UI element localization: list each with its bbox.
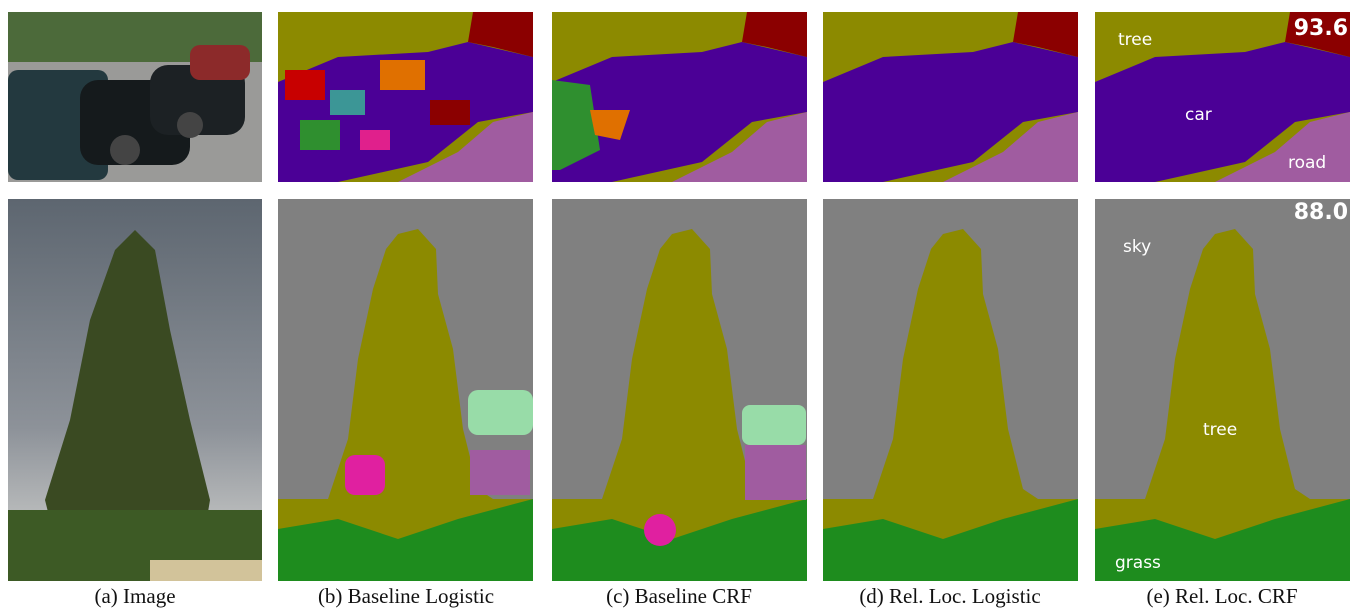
label: tree (1118, 30, 1152, 50)
seg-rel-loc-crf (1095, 12, 1350, 581)
label: sky (1123, 237, 1151, 257)
figure: 93.6 tree car road 88.0 sky tree grass (… (0, 0, 1350, 612)
caption: (e) Rel. Loc. CRF (1146, 584, 1297, 608)
photo-tree (8, 199, 262, 581)
score: 88.0 (1294, 200, 1348, 225)
label: car (1185, 105, 1212, 125)
photo-cars (8, 12, 262, 182)
label: road (1288, 153, 1326, 173)
caption: (c) Baseline CRF (606, 584, 752, 608)
score: 93.6 (1294, 16, 1348, 41)
label: tree (1203, 420, 1237, 440)
caption: (d) Rel. Loc. Logistic (859, 584, 1040, 608)
caption: (a) Image (94, 584, 175, 608)
seg-baseline-crf (552, 12, 807, 581)
label: grass (1115, 553, 1161, 573)
seg-baseline-logistic (278, 12, 533, 581)
seg-rel-loc-logistic (823, 12, 1078, 581)
caption: (b) Baseline Logistic (318, 584, 494, 608)
